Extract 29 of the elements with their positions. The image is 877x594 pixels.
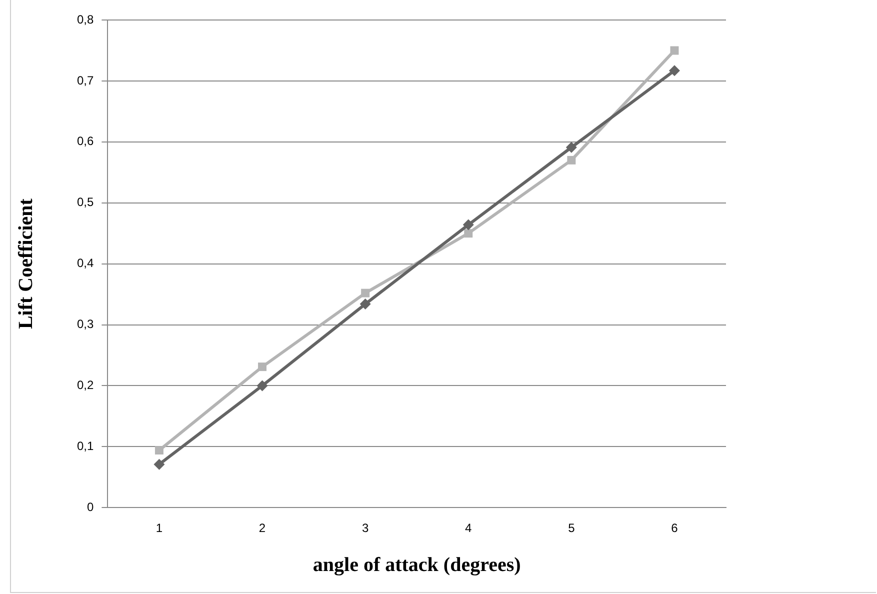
point <box>567 156 576 164</box>
y-tick-label: 0,8 <box>76 12 94 26</box>
point <box>154 446 164 455</box>
y-tick-label: 0 <box>86 500 94 514</box>
point <box>256 380 268 392</box>
point <box>258 362 267 372</box>
point <box>462 219 474 230</box>
y-tick-label: 0,3 <box>76 317 94 332</box>
point <box>566 142 577 153</box>
x-tick-label: 6 <box>671 521 678 536</box>
point <box>154 458 165 470</box>
x-tick-label: 1 <box>156 521 163 536</box>
x-tick-label: 3 <box>362 521 369 536</box>
y-tick-label: 0,2 <box>76 378 94 392</box>
point <box>668 65 680 76</box>
x-tick-label: 4 <box>465 521 472 536</box>
point <box>361 288 370 298</box>
y-axis-title: Lift Coefficient <box>15 198 38 330</box>
x-axis-title: angle of attack (degrees) <box>312 554 521 576</box>
y-tick-label: 0,1 <box>76 438 94 453</box>
y-tick-label: 0,4 <box>76 256 94 270</box>
point <box>360 298 371 310</box>
y-tick-label: 0,5 <box>76 195 94 210</box>
x-tick-label: 2 <box>258 521 266 536</box>
y-tick-label: 0,6 <box>76 134 94 148</box>
x-tick-label: 5 <box>568 521 576 536</box>
point <box>670 46 679 55</box>
y-tick-label: 0,7 <box>76 73 94 88</box>
point <box>464 229 473 238</box>
